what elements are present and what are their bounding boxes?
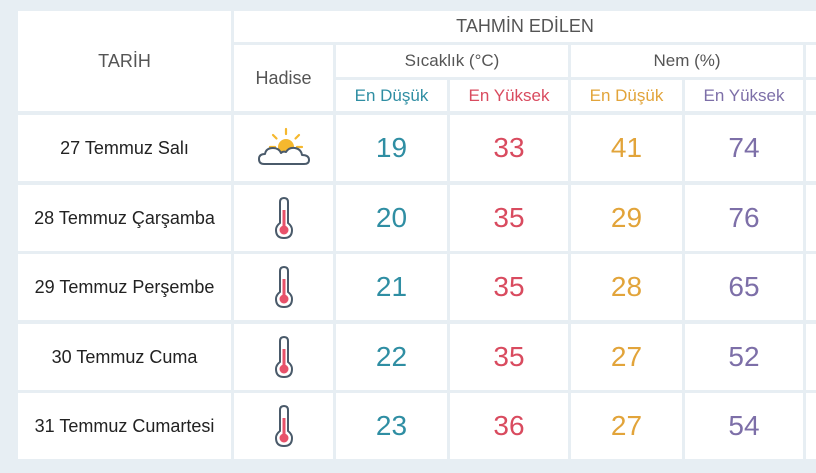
humidity-low-cell-value: 28 — [610, 271, 643, 302]
temp-high-cell: 36 — [450, 393, 568, 459]
humidity-low-cell: 28 — [571, 254, 682, 320]
temp-low-cell-value: 19 — [375, 132, 408, 163]
date-cell-value: 27 Temmuz Salı — [60, 137, 189, 158]
humidity-high-cell: 54 — [685, 393, 803, 459]
temp-low-header: En Düşük — [336, 80, 447, 111]
date-column-header: TARİH — [18, 11, 231, 111]
humidity-low-cell: 29 — [571, 185, 682, 251]
date-cell: 27 Temmuz Salı — [18, 115, 231, 181]
temp-high-cell: 35 — [450, 324, 568, 390]
humidity-group-header: Nem (%) — [571, 45, 803, 77]
partly-cloudy-icon — [256, 127, 312, 169]
temp-low-cell: 19 — [336, 115, 447, 181]
humidity-low-cell-value: 27 — [610, 410, 643, 441]
temp-high-cell-value: 33 — [493, 132, 525, 163]
extra-cell — [806, 254, 816, 320]
temp-high-cell-value: 36 — [493, 410, 525, 441]
temp-high-cell: 35 — [450, 254, 568, 320]
date-cell-value: 28 Temmuz Çarşamba — [34, 207, 215, 228]
temp-low-cell: 22 — [336, 324, 447, 390]
temp-low-cell-value: 20 — [375, 202, 408, 233]
humidity-high-cell-value: 54 — [728, 410, 760, 441]
temp-high-cell-value: 35 — [493, 202, 525, 233]
extra-cell — [806, 393, 816, 459]
humidity-high-cell: 76 — [685, 185, 803, 251]
event-cell — [234, 254, 333, 320]
date-cell: 30 Temmuz Cuma — [18, 324, 231, 390]
thermometer-icon — [273, 196, 295, 240]
forecast-group-header: TAHMİN EDİLEN — [234, 11, 816, 42]
humidity-high-cell-value: 52 — [728, 341, 760, 372]
temp-high-header: En Yüksek — [450, 80, 568, 111]
humidity-high-cell-value: 65 — [728, 271, 760, 302]
extra-cell — [806, 324, 816, 390]
humidity-high-cell: 65 — [685, 254, 803, 320]
humidity-low-cell: 27 — [571, 393, 682, 459]
humidity-low-cell-value: 41 — [610, 132, 643, 163]
temp-high-cell: 33 — [450, 115, 568, 181]
temp-high-cell-value: 35 — [493, 271, 525, 302]
temp-low-cell: 20 — [336, 185, 447, 251]
event-cell — [234, 324, 333, 390]
humidity-high-cell-value: 74 — [728, 132, 760, 163]
temp-low-cell: 21 — [336, 254, 447, 320]
humidity-high-cell: 52 — [685, 324, 803, 390]
humidity-high-cell: 74 — [685, 115, 803, 181]
temp-high-cell: 35 — [450, 185, 568, 251]
event-cell — [234, 115, 333, 181]
date-cell: 29 Temmuz Perşembe — [18, 254, 231, 320]
temp-low-cell-value: 23 — [375, 410, 408, 441]
date-cell: 31 Temmuz Cumartesi — [18, 393, 231, 459]
date-cell-value: 29 Temmuz Perşembe — [34, 276, 215, 297]
event-cell — [234, 185, 333, 251]
temperature-group-header: Sıcaklık (°C) — [336, 45, 568, 77]
humidity-high-cell-value: 76 — [728, 202, 760, 233]
temp-low-cell: 23 — [336, 393, 447, 459]
event-cell — [234, 393, 333, 459]
extra-cell — [806, 185, 816, 251]
temp-low-cell-value: 22 — [375, 341, 408, 372]
date-cell: 28 Temmuz Çarşamba — [18, 185, 231, 251]
temp-low-cell-value: 21 — [375, 271, 408, 302]
humidity-low-cell-value: 27 — [610, 341, 643, 372]
date-cell-value: 30 Temmuz Cuma — [51, 346, 198, 367]
date-cell-value: 31 Temmuz Cumartesi — [34, 415, 215, 436]
humidity-low-header: En Düşük — [571, 80, 682, 111]
thermometer-icon — [273, 265, 295, 309]
temp-high-cell-value: 35 — [493, 341, 525, 372]
extra-group-header — [806, 45, 816, 77]
thermometer-icon — [273, 404, 295, 448]
thermometer-icon — [273, 335, 295, 379]
humidity-low-cell: 27 — [571, 324, 682, 390]
extra-sub-header — [806, 80, 816, 111]
humidity-low-cell-value: 29 — [610, 202, 643, 233]
humidity-high-header: En Yüksek — [685, 80, 803, 111]
event-column-header: Hadise — [234, 45, 333, 111]
humidity-low-cell: 41 — [571, 115, 682, 181]
extra-cell — [806, 115, 816, 181]
